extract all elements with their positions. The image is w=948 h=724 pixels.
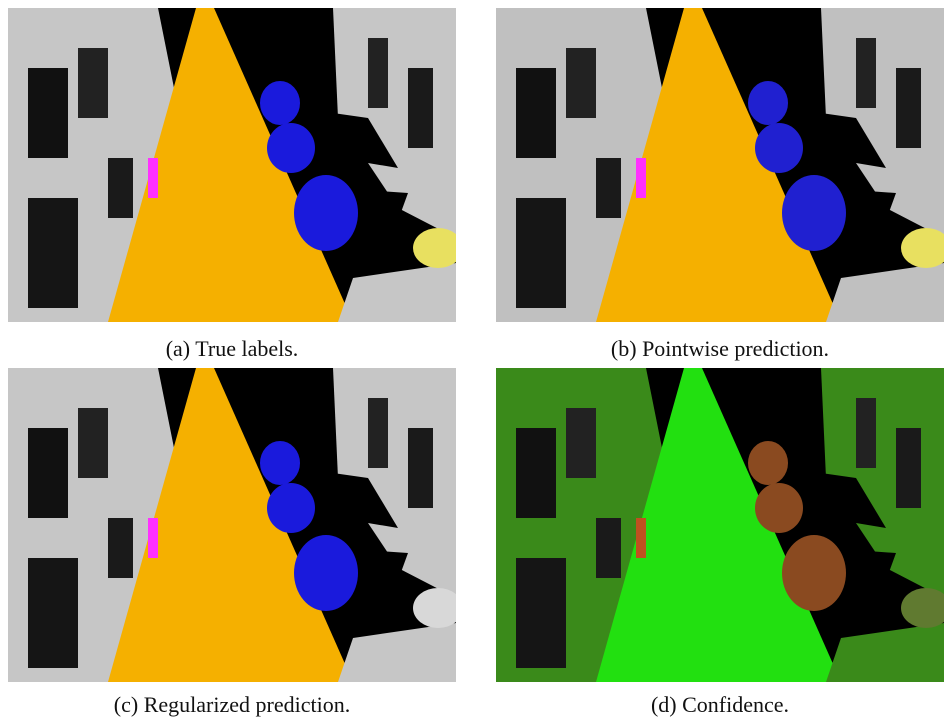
panel-image <box>8 8 456 322</box>
panel-image <box>496 368 944 682</box>
caption: (b) Pointwise prediction. <box>490 336 948 362</box>
panel-image <box>8 368 456 682</box>
caption: (a) True labels. <box>2 336 462 362</box>
panel-image <box>496 8 944 322</box>
caption: (c) Regularized prediction. <box>2 692 462 718</box>
page: {"figure": {"panels": [ {"caption": "(a)… <box>0 0 948 724</box>
caption: (d) Confidence. <box>490 692 948 718</box>
